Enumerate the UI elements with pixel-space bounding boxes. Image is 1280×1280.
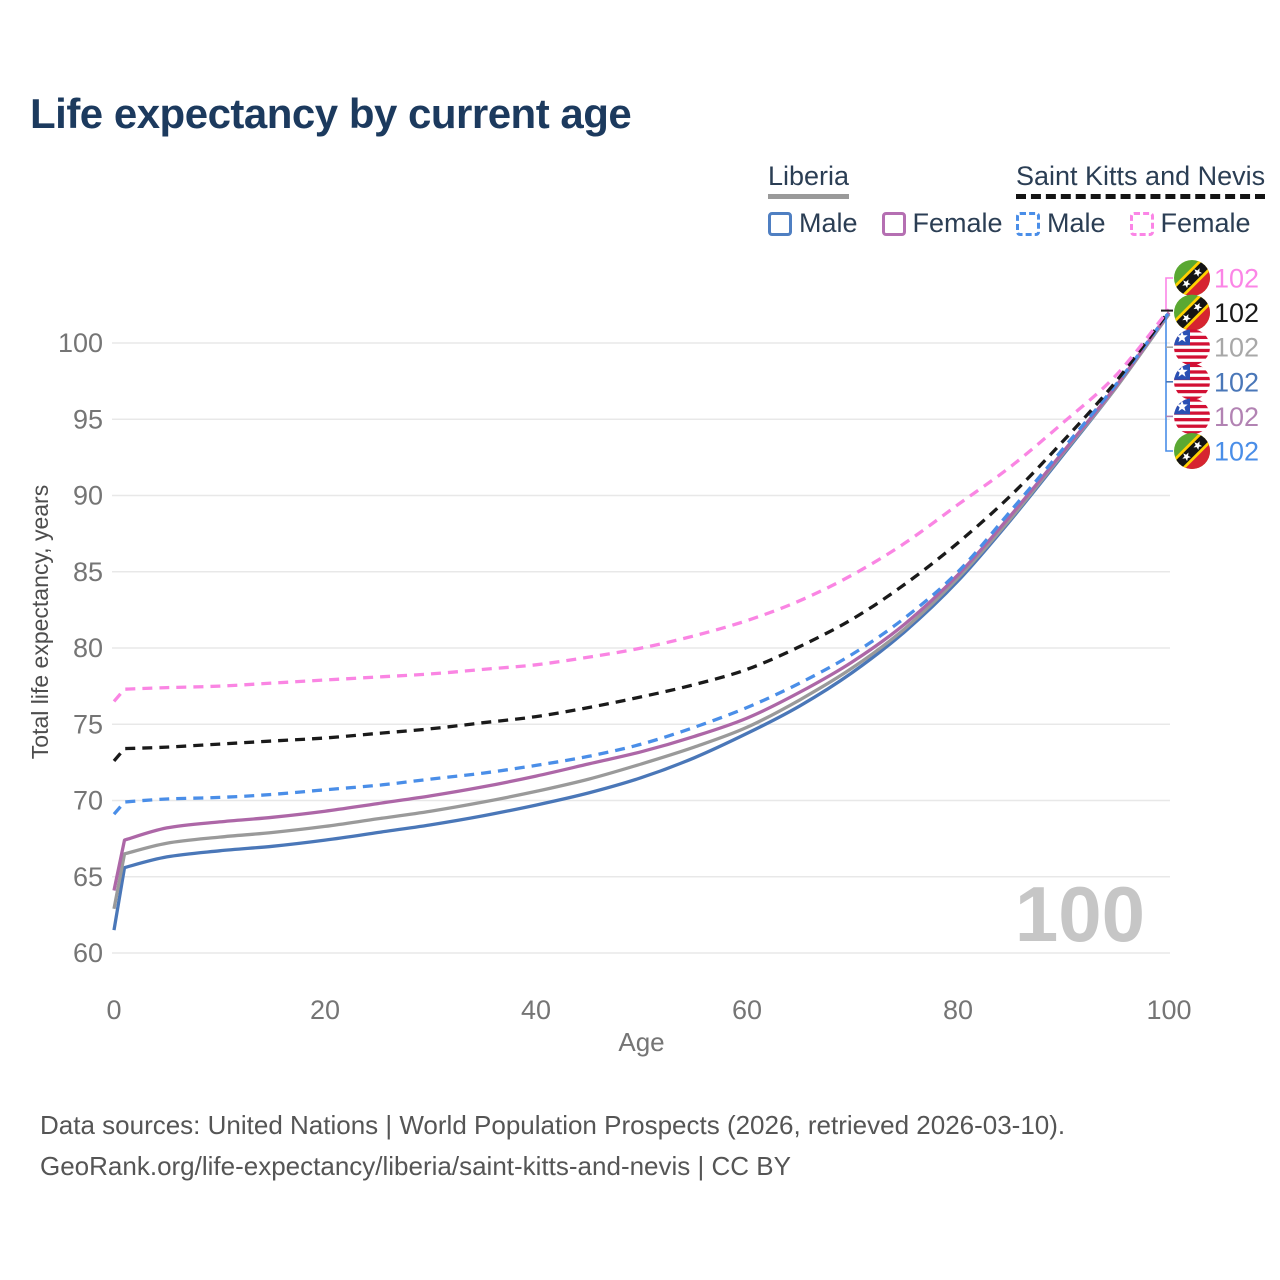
liberia-flag-icon <box>1174 398 1210 435</box>
legend-items-liberia: Male Female <box>768 208 1003 239</box>
footer-attribution-link: GeoRank.org/life-expectancy/liberia/sain… <box>40 1151 791 1181</box>
legend-country-saint-kitts-nevis[interactable]: Saint Kitts and Nevis <box>1016 161 1266 199</box>
y-tick-label-90: 90 <box>73 481 103 511</box>
x-tick-label-20: 20 <box>310 995 340 1025</box>
x-tick-label-0: 0 <box>106 995 121 1025</box>
liberia-flag-icon <box>1174 363 1210 400</box>
legend-items-saint-kitts-nevis: Male Female <box>1016 208 1265 239</box>
legend-label-skn-female: Female <box>1160 208 1251 238</box>
end-value-label: 102 <box>1214 437 1259 467</box>
legend-country-liberia[interactable]: Liberia <box>768 161 850 199</box>
footer: Data sources: United Nations | World Pop… <box>40 1105 1065 1187</box>
series-line-saint-kitts-and-nevis-female <box>112 308 1171 703</box>
y-tick-label-65: 65 <box>73 862 103 892</box>
y-axis-title: Total life expectancy, years <box>27 485 53 759</box>
legend-label-liberia-male: Male <box>799 208 858 238</box>
legend-label-liberia-female: Female <box>912 208 1003 238</box>
series-line-liberia-total <box>112 313 1171 910</box>
series-line-liberia-female <box>112 311 1171 891</box>
saint-kitts-nevis-flag-icon <box>1174 433 1210 469</box>
legend-item-skn-male[interactable]: Male <box>1016 208 1106 239</box>
skn-male-swatch-icon[interactable] <box>1016 211 1040 236</box>
series-line-liberia-male <box>112 313 1171 931</box>
legend-group-saint-kitts-nevis: Saint Kitts and Nevis Male Female <box>1016 161 1266 239</box>
x-tick-label-100: 100 <box>1146 995 1191 1025</box>
liberia-female-swatch-icon[interactable] <box>881 211 906 236</box>
legend-item-liberia-male[interactable]: Male <box>768 208 858 239</box>
end-value-label: 102 <box>1214 333 1259 363</box>
liberia-flag-icon <box>1174 329 1210 366</box>
legend-group-liberia: Liberia Male Female <box>768 161 1003 239</box>
footer-data-sources: Data sources: United Nations | World Pop… <box>40 1110 1066 1140</box>
legend-item-liberia-female[interactable]: Female <box>881 208 1003 239</box>
saint-kitts-nevis-flag-icon <box>1174 260 1210 296</box>
skn-female-swatch-icon[interactable] <box>1129 211 1154 236</box>
watermark-age-counter: 100 <box>1015 870 1145 958</box>
x-tick-label-60: 60 <box>732 995 762 1025</box>
y-tick-label-100: 100 <box>58 328 103 358</box>
x-tick-label-80: 80 <box>943 995 973 1025</box>
series-line-saint-kitts-and-nevis-male <box>112 311 1171 816</box>
x-axis-title: Age <box>618 1027 664 1057</box>
y-tick-label-75: 75 <box>73 709 103 739</box>
y-tick-label-85: 85 <box>73 557 103 587</box>
y-tick-label-95: 95 <box>73 404 103 434</box>
x-tick-label-40: 40 <box>521 995 551 1025</box>
end-value-label: 102 <box>1214 402 1259 432</box>
end-value-label: 102 <box>1214 367 1259 397</box>
y-tick-label-80: 80 <box>73 633 103 663</box>
legend-item-skn-female[interactable]: Female <box>1129 208 1251 239</box>
legend-label-skn-male: Male <box>1047 208 1106 238</box>
end-value-label: 102 <box>1214 298 1259 328</box>
leader-line-skn-female <box>1165 277 1173 311</box>
end-value-label: 102 <box>1214 264 1259 294</box>
leader-bracket <box>1165 314 1173 452</box>
liberia-male-swatch-icon[interactable] <box>768 211 792 236</box>
saint-kitts-nevis-flag-icon <box>1174 294 1210 331</box>
y-tick-label-70: 70 <box>73 786 103 816</box>
series-line-saint-kitts-and-nevis-total <box>112 310 1171 762</box>
y-tick-label-60: 60 <box>73 938 103 968</box>
chart-title: Life expectancy by current age <box>30 90 632 137</box>
